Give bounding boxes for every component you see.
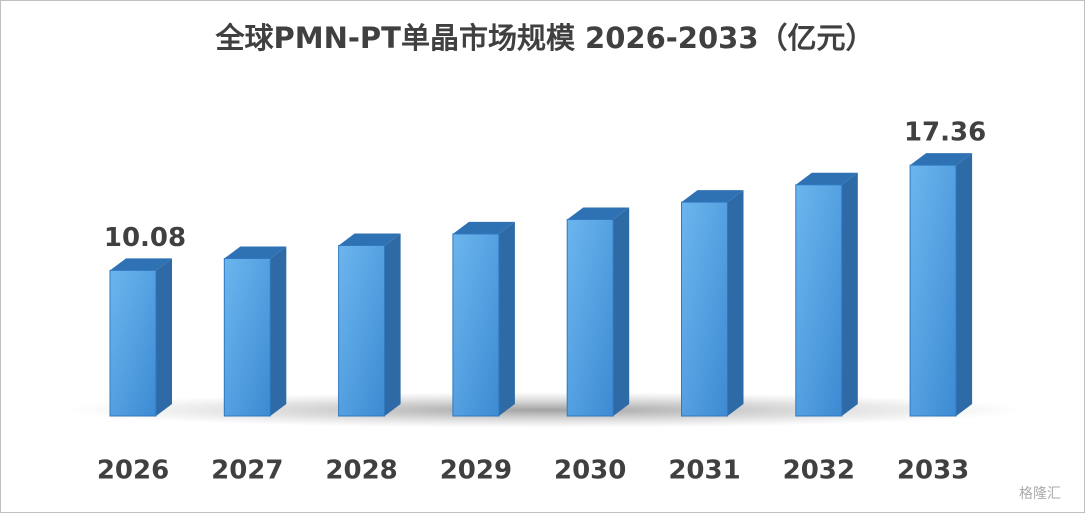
bar [338,244,386,417]
value-label: 17.36 [904,118,986,148]
x-tick-label: 2026 [97,456,169,486]
bar-side [613,207,630,416]
bar [909,164,957,417]
x-tick-label: 2031 [668,456,740,486]
bar-top [795,172,858,185]
bar-side [956,153,973,416]
bar [452,233,500,417]
bar-top [910,153,973,166]
bar-top [452,221,515,234]
chart-title: 全球PMN-PT单晶市场规模 2026-2033（亿元） [214,21,874,55]
bar-side [384,233,401,416]
bar [109,269,157,417]
value-label: 10.08 [104,223,186,253]
bar-top [681,190,744,203]
x-tick-label: 2033 [897,456,969,486]
bar [681,201,728,417]
x-tick-label: 2030 [554,456,626,486]
bar-top [567,207,630,220]
bar-side [156,258,172,416]
x-tick-label: 2032 [783,456,855,486]
x-tick-label: 2029 [440,456,512,486]
bar-top [110,258,172,271]
bar-side [727,190,744,416]
bar-side [498,221,515,416]
x-tick-label: 2027 [211,456,283,486]
x-tick-label: 2028 [325,456,397,486]
bar-top [338,233,401,246]
bar [566,218,614,417]
bar-side [270,246,287,416]
bar-top [224,246,287,259]
bar-side [841,172,858,416]
floor-shadow [65,392,1025,428]
bar [223,257,271,417]
watermark: 格隆汇 [1019,486,1061,502]
bar [795,184,843,417]
